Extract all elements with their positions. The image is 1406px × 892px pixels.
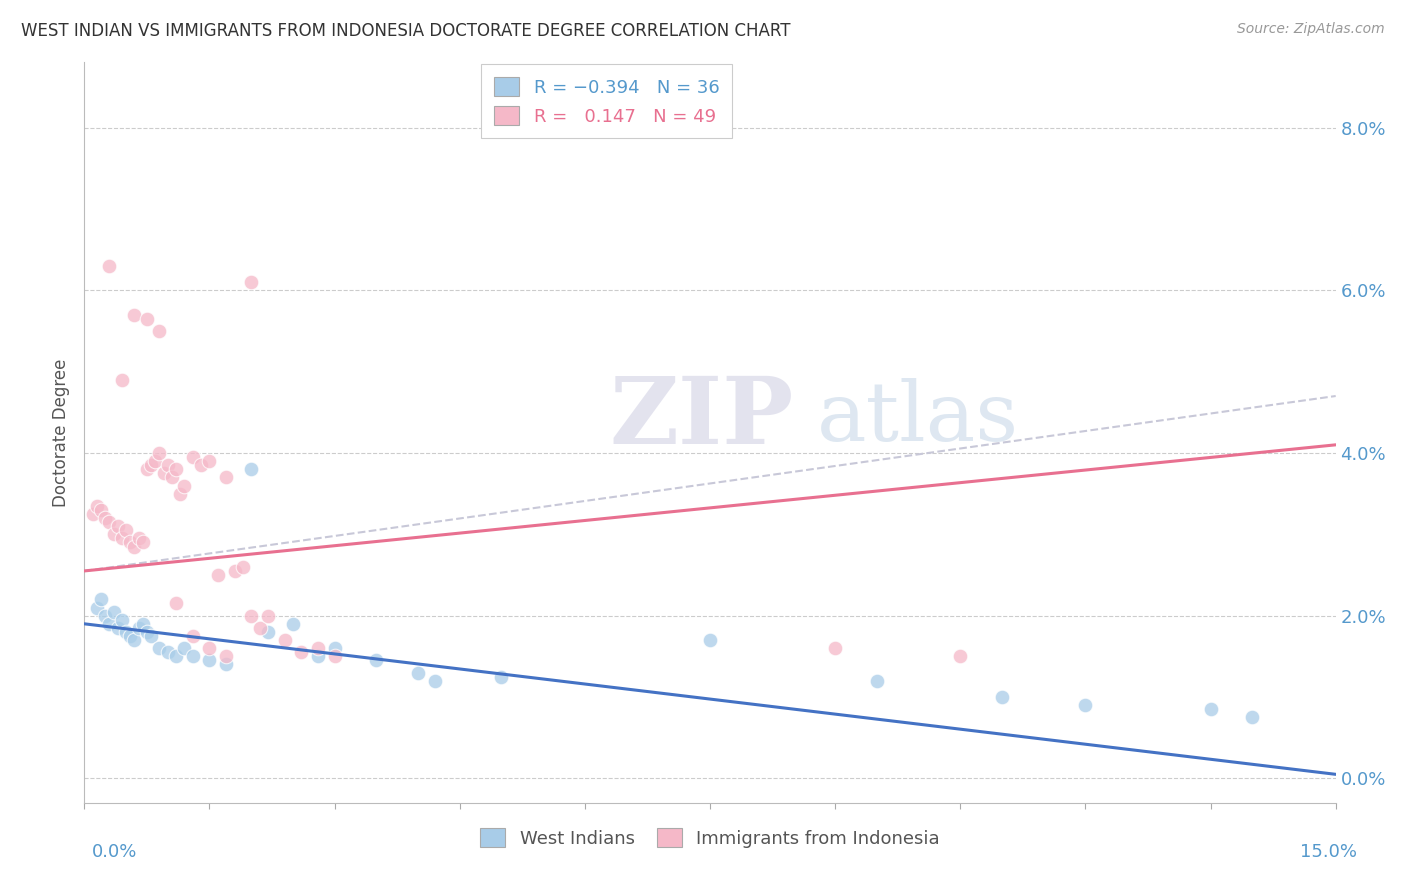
Point — [111, 532, 134, 546]
Point — [215, 649, 238, 664]
Point — [991, 690, 1014, 704]
Point — [94, 608, 117, 623]
Point — [366, 653, 388, 667]
Point — [165, 462, 187, 476]
Point — [103, 527, 125, 541]
Point — [198, 454, 221, 468]
Point — [128, 621, 150, 635]
Point — [139, 458, 162, 472]
Point — [240, 275, 263, 289]
Point — [323, 641, 346, 656]
Point — [148, 641, 170, 656]
Point — [273, 633, 295, 648]
Point — [124, 540, 146, 554]
Point — [240, 608, 263, 623]
Point — [307, 649, 329, 664]
Point — [148, 324, 170, 338]
Point — [107, 621, 129, 635]
Point — [90, 592, 112, 607]
Point — [215, 470, 238, 484]
Point — [169, 486, 191, 500]
Point — [699, 633, 721, 648]
Point — [181, 649, 204, 664]
Point — [124, 633, 146, 648]
Point — [156, 645, 179, 659]
Point — [111, 373, 134, 387]
Point — [173, 478, 195, 492]
Point — [120, 629, 142, 643]
Point — [82, 507, 104, 521]
Point — [132, 616, 155, 631]
Point — [1074, 698, 1097, 713]
Point — [249, 621, 271, 635]
Point — [86, 600, 108, 615]
Point — [198, 653, 221, 667]
Point — [198, 641, 221, 656]
Point — [232, 559, 254, 574]
Point — [1241, 710, 1264, 724]
Point — [136, 462, 159, 476]
Point — [165, 649, 187, 664]
Point — [160, 470, 183, 484]
Point — [143, 454, 166, 468]
Point — [240, 462, 263, 476]
Point — [866, 673, 889, 688]
Point — [136, 624, 159, 639]
Point — [165, 597, 187, 611]
Text: ZIP: ZIP — [610, 373, 794, 463]
Point — [1199, 702, 1222, 716]
Point — [824, 641, 846, 656]
Point — [128, 532, 150, 546]
Point — [103, 605, 125, 619]
Point — [290, 645, 312, 659]
Point — [257, 608, 280, 623]
Point — [132, 535, 155, 549]
Legend: West Indians, Immigrants from Indonesia: West Indians, Immigrants from Indonesia — [471, 819, 949, 856]
Point — [323, 649, 346, 664]
Point — [120, 535, 142, 549]
Point — [406, 665, 429, 680]
Point — [107, 519, 129, 533]
Text: atlas: atlas — [817, 378, 1018, 458]
Point — [491, 670, 513, 684]
Text: 15.0%: 15.0% — [1299, 843, 1357, 861]
Point — [86, 499, 108, 513]
Point — [115, 523, 138, 537]
Point — [98, 515, 121, 529]
Text: WEST INDIAN VS IMMIGRANTS FROM INDONESIA DOCTORATE DEGREE CORRELATION CHART: WEST INDIAN VS IMMIGRANTS FROM INDONESIA… — [21, 22, 790, 40]
Point — [115, 624, 138, 639]
Point — [281, 616, 304, 631]
Point — [136, 311, 159, 326]
Point — [111, 613, 134, 627]
Y-axis label: Doctorate Degree: Doctorate Degree — [52, 359, 70, 507]
Point — [423, 673, 446, 688]
Point — [173, 641, 195, 656]
Point — [152, 467, 174, 481]
Point — [90, 503, 112, 517]
Text: Source: ZipAtlas.com: Source: ZipAtlas.com — [1237, 22, 1385, 37]
Point — [181, 629, 204, 643]
Point — [124, 308, 146, 322]
Point — [307, 641, 329, 656]
Text: 0.0%: 0.0% — [91, 843, 136, 861]
Point — [190, 458, 212, 472]
Point — [98, 259, 121, 273]
Point — [207, 568, 229, 582]
Point — [148, 446, 170, 460]
Point — [181, 450, 204, 464]
Point — [98, 616, 121, 631]
Point — [257, 624, 280, 639]
Point — [949, 649, 972, 664]
Point — [94, 511, 117, 525]
Point — [215, 657, 238, 672]
Point — [156, 458, 179, 472]
Point — [139, 629, 162, 643]
Point — [224, 564, 246, 578]
